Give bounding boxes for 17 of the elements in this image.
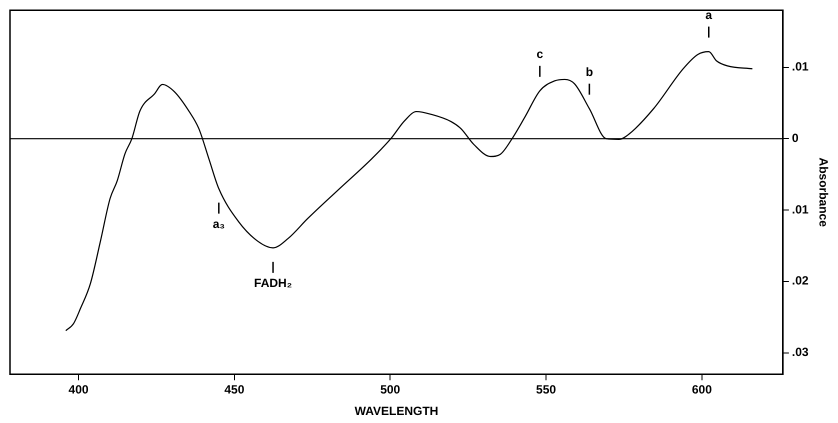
- x-tick-label: 550: [536, 382, 556, 397]
- y-axis-title: Absorbance: [816, 158, 830, 228]
- annotation: b: [586, 65, 594, 80]
- y-tick-label: .01: [792, 202, 809, 216]
- x-tick-label: 450: [224, 382, 245, 397]
- y-tick-label: .02: [792, 274, 809, 288]
- annotation: c: [536, 47, 544, 62]
- y-tick-label: .01: [792, 60, 809, 74]
- y-tick-label: 0: [792, 130, 799, 145]
- annotation: FADH₂: [254, 276, 292, 290]
- x-axis-title: WAVELENGTH: [354, 404, 438, 418]
- x-tick-label: 500: [380, 382, 401, 397]
- x-tick-label: 400: [68, 382, 89, 397]
- y-tick-label: .03: [792, 345, 809, 360]
- annotation: a₃: [212, 216, 225, 231]
- x-tick-label: 600: [692, 382, 712, 397]
- annotation: a: [705, 8, 712, 22]
